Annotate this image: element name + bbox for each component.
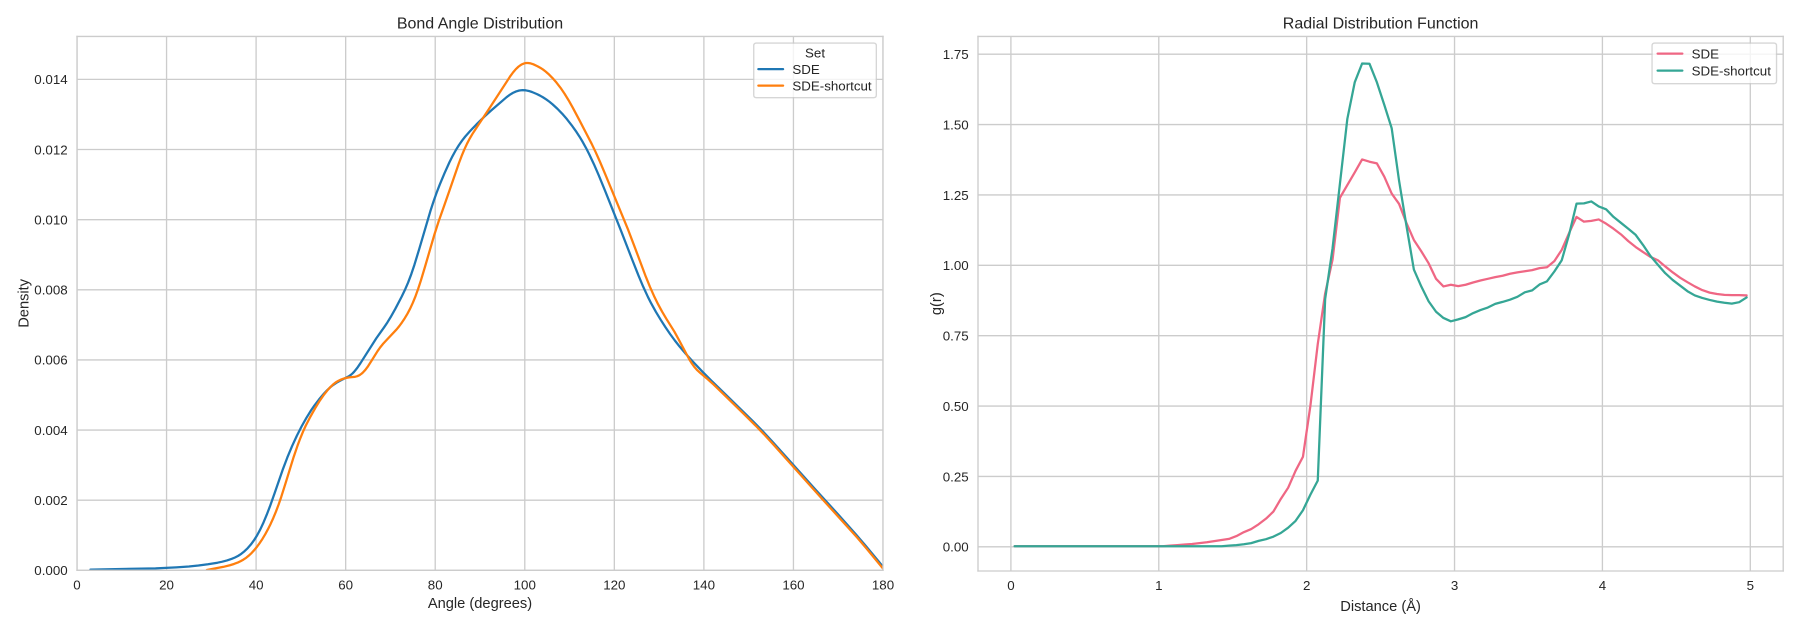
svg-text:1.50: 1.50 — [943, 117, 969, 132]
svg-text:1.75: 1.75 — [943, 47, 969, 62]
svg-text:SDE-shortcut: SDE-shortcut — [792, 78, 872, 93]
svg-text:Distance (Å): Distance (Å) — [1340, 598, 1421, 615]
svg-text:3: 3 — [1451, 578, 1458, 593]
svg-text:20: 20 — [159, 577, 174, 592]
svg-text:60: 60 — [338, 577, 353, 592]
svg-text:SDE-shortcut: SDE-shortcut — [1692, 63, 1772, 78]
svg-text:Radial Distribution Function: Radial Distribution Function — [1283, 15, 1479, 32]
svg-text:2: 2 — [1303, 578, 1310, 593]
svg-text:0.25: 0.25 — [943, 469, 969, 484]
svg-text:1: 1 — [1155, 578, 1162, 593]
svg-text:Angle (degrees): Angle (degrees) — [428, 596, 532, 612]
svg-text:1.00: 1.00 — [943, 258, 969, 273]
svg-text:100: 100 — [514, 577, 536, 592]
svg-text:160: 160 — [782, 577, 804, 592]
svg-text:0.006: 0.006 — [34, 353, 67, 368]
svg-text:0.010: 0.010 — [34, 212, 67, 227]
svg-text:5: 5 — [1747, 578, 1754, 593]
svg-text:1.25: 1.25 — [943, 188, 969, 203]
svg-text:0: 0 — [73, 577, 80, 592]
svg-text:0.014: 0.014 — [34, 72, 68, 87]
svg-text:0.50: 0.50 — [943, 399, 969, 414]
svg-text:0: 0 — [1007, 578, 1014, 593]
svg-text:SDE: SDE — [1692, 46, 1720, 61]
svg-text:SDE: SDE — [792, 62, 820, 77]
svg-text:0.000: 0.000 — [34, 563, 67, 578]
svg-text:0.002: 0.002 — [34, 493, 67, 508]
svg-text:0.75: 0.75 — [943, 329, 969, 344]
svg-text:g(r): g(r) — [929, 292, 945, 315]
svg-text:120: 120 — [603, 577, 625, 592]
svg-text:0.008: 0.008 — [34, 283, 67, 298]
svg-text:0.012: 0.012 — [34, 142, 67, 157]
svg-text:0.00: 0.00 — [943, 540, 969, 555]
svg-text:80: 80 — [428, 577, 443, 592]
svg-text:0.004: 0.004 — [34, 423, 68, 438]
svg-text:4: 4 — [1599, 578, 1607, 593]
svg-text:Bond Angle Distribution: Bond Angle Distribution — [397, 15, 563, 32]
svg-text:180: 180 — [872, 577, 894, 592]
svg-text:Density: Density — [17, 278, 33, 328]
svg-text:40: 40 — [249, 577, 264, 592]
svg-text:140: 140 — [693, 577, 715, 592]
svg-text:Set: Set — [805, 45, 825, 60]
